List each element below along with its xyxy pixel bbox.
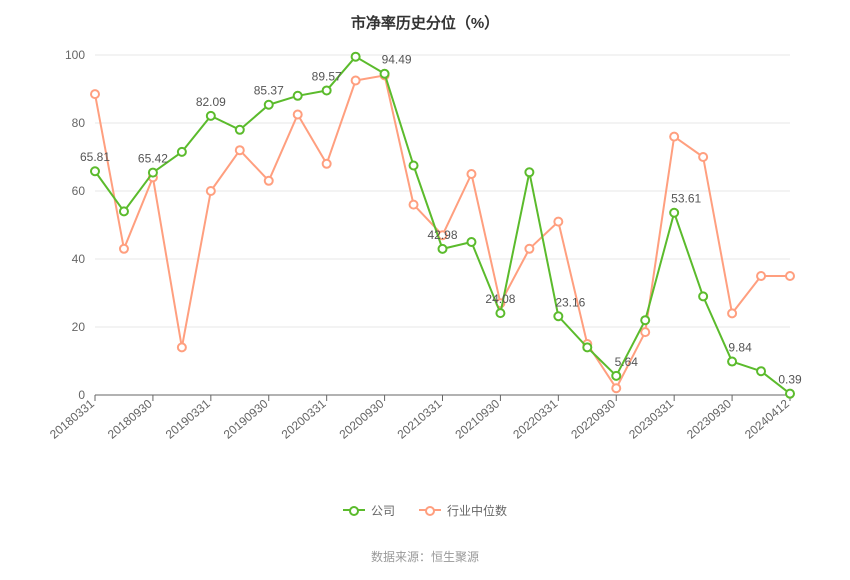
series-marker: [410, 162, 418, 170]
x-tick-label: 20190331: [163, 396, 213, 441]
value-label: 5.64: [615, 355, 639, 369]
series-marker: [323, 86, 331, 94]
series-marker: [554, 218, 562, 226]
series-marker: [381, 70, 389, 78]
series-marker: [641, 328, 649, 336]
series-marker: [323, 160, 331, 168]
series-marker: [525, 245, 533, 253]
series-marker: [294, 92, 302, 100]
legend-line-icon: [419, 509, 441, 511]
series-marker: [467, 238, 475, 246]
series-marker: [120, 207, 128, 215]
value-label: 65.81: [80, 150, 110, 164]
series-marker: [612, 384, 620, 392]
x-tick-label: 20220930: [568, 396, 618, 441]
legend-marker-icon: [425, 506, 435, 516]
series-marker: [91, 90, 99, 98]
series-marker: [786, 272, 794, 280]
series-marker: [554, 312, 562, 320]
chart-plot-area: 0204060801002018033120180930201903312019…: [0, 0, 850, 575]
series-marker: [786, 390, 794, 398]
value-label: 42.98: [427, 228, 457, 242]
series-marker: [120, 245, 128, 253]
value-label: 9.84: [728, 341, 752, 355]
value-label: 53.61: [671, 192, 701, 206]
series-marker: [467, 170, 475, 178]
chart-svg: 0204060801002018033120180930201903312019…: [0, 0, 850, 575]
series-marker: [728, 309, 736, 317]
value-label: 89.57: [312, 69, 342, 83]
legend-label: 行业中位数: [447, 502, 507, 519]
x-tick-label: 20180930: [105, 396, 155, 441]
series-marker: [178, 148, 186, 156]
series-marker: [352, 77, 360, 85]
series-marker: [641, 316, 649, 324]
series-marker: [236, 146, 244, 154]
series-marker: [91, 167, 99, 175]
series-marker: [178, 343, 186, 351]
legend-item[interactable]: 公司: [343, 502, 395, 519]
x-tick-label: 20220331: [510, 396, 560, 441]
series-marker: [352, 53, 360, 61]
x-tick-label: 20240412: [742, 396, 792, 441]
value-label: 23.16: [555, 295, 585, 309]
series-marker: [670, 133, 678, 141]
value-label: 94.49: [382, 53, 412, 67]
legend-item[interactable]: 行业中位数: [419, 502, 507, 519]
series-marker: [699, 292, 707, 300]
value-label: 65.42: [138, 152, 168, 166]
series-marker: [757, 272, 765, 280]
x-tick-label: 20200331: [279, 396, 329, 441]
series-marker: [265, 177, 273, 185]
x-tick-label: 20190930: [221, 396, 271, 441]
series-marker: [439, 245, 447, 253]
series-marker: [670, 209, 678, 217]
x-tick-label: 20210930: [452, 396, 502, 441]
series-marker: [207, 187, 215, 195]
chart-legend: 公司 行业中位数: [0, 500, 850, 519]
series-marker: [294, 111, 302, 119]
y-tick-label: 80: [72, 116, 86, 130]
y-tick-label: 40: [72, 252, 86, 266]
y-tick-label: 20: [72, 320, 86, 334]
y-tick-label: 100: [65, 48, 85, 62]
y-tick-label: 60: [72, 184, 86, 198]
value-label: 0.39: [778, 373, 802, 387]
series-marker: [757, 367, 765, 375]
series-marker: [496, 309, 504, 317]
value-label: 82.09: [196, 95, 226, 109]
series-marker: [236, 126, 244, 134]
series-marker: [728, 358, 736, 366]
series-marker: [149, 169, 157, 177]
value-label: 85.37: [254, 84, 284, 98]
series-marker: [410, 201, 418, 209]
x-tick-label: 20230331: [626, 396, 676, 441]
x-tick-label: 20180331: [47, 396, 97, 441]
legend-marker-icon: [349, 506, 359, 516]
series-marker: [612, 372, 620, 380]
x-tick-label: 20200930: [337, 396, 387, 441]
series-marker: [525, 168, 533, 176]
value-label: 24.08: [485, 292, 515, 306]
series-marker: [207, 112, 215, 120]
chart-source: 数据来源：恒生聚源: [0, 548, 850, 565]
legend-line-icon: [343, 509, 365, 511]
x-tick-label: 20210331: [395, 396, 445, 441]
x-tick-label: 20230930: [684, 396, 734, 441]
series-marker: [699, 153, 707, 161]
legend-label: 公司: [371, 502, 395, 519]
series-marker: [583, 343, 591, 351]
series-marker: [265, 101, 273, 109]
